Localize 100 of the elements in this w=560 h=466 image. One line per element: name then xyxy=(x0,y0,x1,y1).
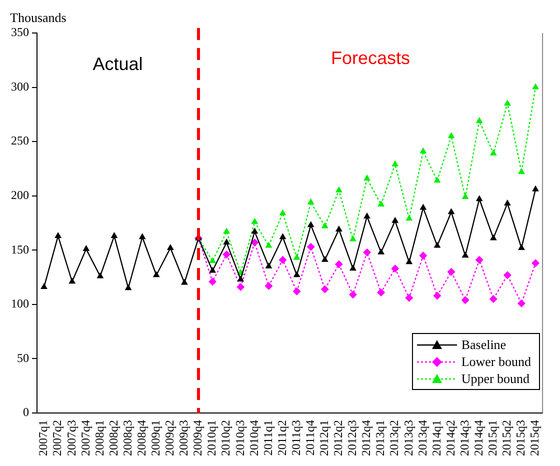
point xyxy=(68,278,76,284)
x-tick-label: 2008q2 xyxy=(106,420,120,456)
x-tick-label: 2009q1 xyxy=(148,420,163,456)
point xyxy=(476,116,483,123)
x-tick-label: 2008q4 xyxy=(134,420,148,456)
y-tick-label: 250 xyxy=(11,134,29,148)
point xyxy=(307,198,314,204)
x-tick-label: 2007q4 xyxy=(78,420,92,456)
point xyxy=(265,242,272,248)
point xyxy=(406,214,413,221)
y-tick-label: 150 xyxy=(11,242,29,256)
point xyxy=(306,242,315,251)
point xyxy=(392,216,399,223)
point xyxy=(152,271,160,278)
point xyxy=(447,268,456,276)
annotation: Forecasts xyxy=(331,48,410,68)
point xyxy=(433,292,442,300)
point xyxy=(307,221,314,228)
x-tick-label: 2014q3 xyxy=(457,420,472,456)
point xyxy=(250,238,259,247)
point xyxy=(475,256,484,264)
x-tick-label: 2015q2 xyxy=(500,420,514,456)
y-tick-label: 0 xyxy=(23,405,29,420)
point xyxy=(377,288,386,296)
point xyxy=(335,226,342,232)
point xyxy=(251,228,258,234)
point xyxy=(82,245,90,252)
legend-label: Upper bound xyxy=(461,370,530,386)
y-axis-title: Thousands xyxy=(10,10,66,25)
point xyxy=(392,160,399,166)
point xyxy=(419,252,428,260)
point xyxy=(166,244,174,250)
point xyxy=(420,147,427,154)
point xyxy=(406,258,413,264)
point xyxy=(434,242,441,248)
point xyxy=(405,294,414,302)
y-tick-label: 50 xyxy=(17,350,29,365)
annotation: Actual xyxy=(92,54,143,74)
point xyxy=(110,232,118,238)
x-tick-label: 2013q2 xyxy=(387,420,402,456)
point xyxy=(54,232,62,238)
point xyxy=(518,168,525,174)
x-tick-label: 2009q3 xyxy=(176,420,191,456)
point xyxy=(96,272,104,278)
point xyxy=(532,185,539,192)
point xyxy=(278,256,287,264)
point xyxy=(209,266,216,273)
x-tick-label: 2015q4 xyxy=(528,420,542,456)
point xyxy=(237,275,244,282)
point xyxy=(517,299,526,308)
x-tick-label: 2010q1 xyxy=(204,420,219,456)
x-tick-label: 2011q4 xyxy=(302,420,317,456)
point xyxy=(264,282,273,290)
point xyxy=(378,248,385,254)
point xyxy=(223,238,230,245)
point xyxy=(124,284,132,290)
x-tick-label: 2008q1 xyxy=(92,420,106,456)
point xyxy=(223,228,230,234)
x-tick-label: 2009q4 xyxy=(190,420,205,456)
x-tick-label: 2007q1 xyxy=(36,420,50,456)
point xyxy=(348,290,357,299)
x-tick-label: 2011q2 xyxy=(274,420,289,456)
point xyxy=(349,264,356,271)
point xyxy=(490,150,497,156)
x-tick-label: 2012q4 xyxy=(359,420,374,456)
point xyxy=(321,256,328,262)
point xyxy=(251,218,258,224)
y-tick-label: 200 xyxy=(11,188,29,202)
point xyxy=(208,278,217,286)
point xyxy=(334,260,343,268)
point xyxy=(180,278,188,285)
point xyxy=(448,208,455,214)
point xyxy=(292,287,301,296)
point xyxy=(490,234,497,240)
point xyxy=(420,204,427,210)
point xyxy=(363,248,372,256)
point xyxy=(391,264,400,273)
x-tick-label: 2007q2 xyxy=(50,420,64,456)
point xyxy=(364,212,370,218)
point xyxy=(349,235,356,242)
x-tick-label: 2012q2 xyxy=(331,420,346,456)
x-tick-label: 2015q3 xyxy=(514,420,528,456)
x-tick-label: 2014q1 xyxy=(429,420,444,456)
point xyxy=(518,244,525,250)
x-tick-label: 2015q1 xyxy=(486,420,500,456)
x-tick-label: 2010q2 xyxy=(218,420,233,456)
point xyxy=(448,132,455,138)
y-tick-label: 350 xyxy=(11,25,29,40)
point xyxy=(320,285,329,294)
point xyxy=(40,283,48,290)
point xyxy=(138,233,146,240)
x-tick-label: 2012q1 xyxy=(317,420,332,456)
x-tick-label: 2013q4 xyxy=(415,420,430,456)
x-tick-label: 2011q3 xyxy=(288,420,303,456)
x-tick-label: 2012q3 xyxy=(345,420,360,456)
point xyxy=(462,252,469,258)
x-tick-label: 2013q1 xyxy=(373,420,388,456)
point xyxy=(335,186,342,192)
x-tick-label: 2014q2 xyxy=(443,420,458,456)
point xyxy=(293,271,300,278)
